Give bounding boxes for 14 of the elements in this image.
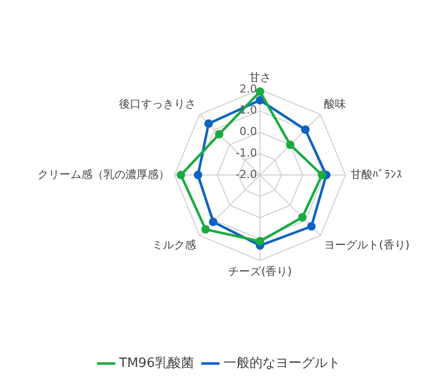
spoke-label: ミルク感 — [152, 238, 196, 252]
spoke-label: 甘さ — [249, 70, 271, 84]
y-tick-label: -1.0 — [236, 146, 257, 160]
y-tick-label: 0.0 — [240, 125, 257, 138]
legend-label: TM96乳酸菌 — [118, 356, 194, 371]
spoke-label: 甘酸ﾊﾞﾗﾝｽ — [350, 168, 402, 181]
y-tick-label: 2.0 — [240, 82, 257, 96]
spoke-label: クリーム感（乳の濃厚感） — [38, 168, 170, 181]
spoke-label: 酸味 — [324, 97, 346, 110]
spoke-label: ヨーグルト(香り) — [324, 238, 410, 252]
spoke-label: 後口すっきりさ — [119, 97, 196, 110]
legend-label: 一般的なヨーグルト — [223, 356, 340, 371]
y-tick-label: -2.0 — [236, 168, 257, 181]
spoke-label: チーズ(香り) — [228, 264, 292, 278]
